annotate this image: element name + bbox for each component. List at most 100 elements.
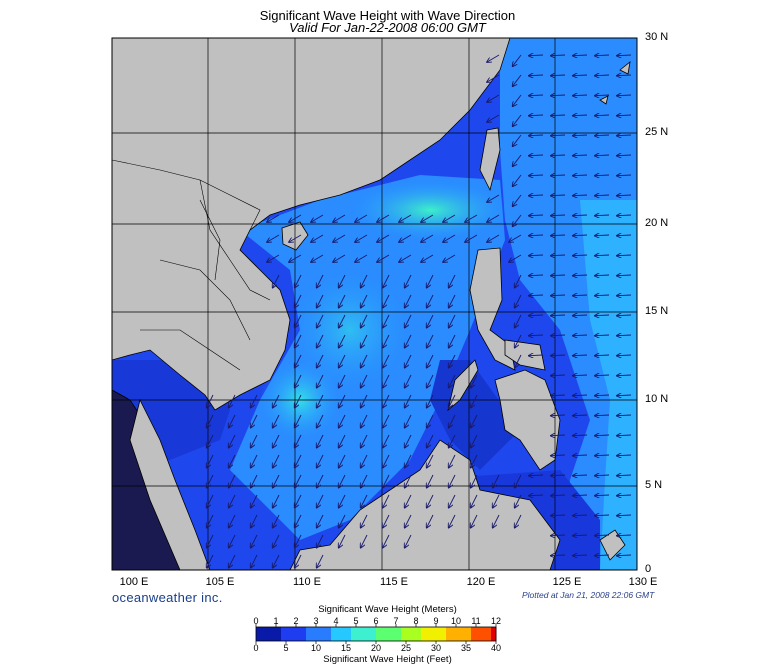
- wave-direction-arrow: [551, 535, 566, 536]
- wave-direction-arrow: [573, 215, 588, 216]
- colorbar-title-meters: Significant Wave Height (Meters): [318, 604, 457, 615]
- colorbar-swatch: [301, 627, 307, 641]
- wave-direction-arrow: [273, 534, 280, 548]
- wave-direction-arrow: [509, 254, 522, 262]
- country-borders: [112, 159, 271, 371]
- wave-direction-arrow: [487, 214, 500, 222]
- wave-direction-arrow: [551, 295, 566, 296]
- wave-direction-arrow: [617, 515, 632, 516]
- wave-direction-arrow: [383, 274, 390, 288]
- map-frame: [111, 37, 638, 571]
- wave-direction-arrow: [617, 315, 632, 316]
- wave-direction-arrow: [361, 354, 368, 368]
- colorbar-swatch: [366, 627, 372, 641]
- wave-direction-arrow: [449, 494, 456, 508]
- wave-direction-arrow: [427, 454, 434, 468]
- wave-direction-arrow: [573, 475, 588, 476]
- wave-direction-arrow: [595, 335, 610, 336]
- wave-direction-arrow: [383, 434, 390, 448]
- wave-direction-arrow: [361, 334, 368, 348]
- wave-direction-arrow: [595, 95, 610, 96]
- colorbar-label-meters: 12: [490, 616, 501, 626]
- wave-direction-arrow: [595, 175, 610, 176]
- wave-direction-arrow: [405, 454, 412, 468]
- colorbar-label-meters: 6: [373, 616, 379, 626]
- wave-direction-arrow: [273, 274, 280, 288]
- colorbar-label-feet: 40: [490, 643, 501, 653]
- wave-direction-arrow: [421, 214, 434, 222]
- wave-direction-arrow: [361, 274, 368, 288]
- wave-direction-arrow: [405, 474, 412, 488]
- wave-direction-arrow: [405, 514, 412, 528]
- brand-logo-text: oceanweather inc.: [112, 590, 223, 605]
- wave-direction-arrow: [317, 414, 324, 428]
- wave-direction-arrow: [573, 115, 588, 116]
- wave-direction-arrow: [595, 235, 610, 236]
- wave-direction-arrow: [573, 295, 588, 296]
- wave-direction-arrow: [551, 215, 566, 216]
- wave-direction-arrow: [251, 414, 258, 428]
- wave-direction-arrow: [471, 374, 478, 388]
- lon-label-130e: 130 E: [628, 576, 658, 588]
- colorbar-swatch: [336, 627, 342, 641]
- colorbar-label-meters: 5: [353, 616, 359, 626]
- wave-direction-arrow: [295, 354, 302, 368]
- wave-direction-arrow: [617, 135, 632, 136]
- wave-direction-arrow: [421, 234, 434, 242]
- wave-direction-arrow: [487, 194, 500, 202]
- colorbar-swatch: [461, 627, 467, 641]
- wave-direction-arrow: [229, 534, 236, 548]
- wave-direction-arrow: [595, 375, 610, 376]
- wave-direction-arrow: [617, 175, 632, 176]
- wave-direction-arrow: [529, 175, 544, 176]
- colorbar-swatch: [386, 627, 392, 641]
- wave-direction-arrow: [449, 334, 456, 348]
- wave-direction-arrow: [471, 514, 478, 528]
- wave-direction-arrow: [529, 255, 544, 256]
- wave-direction-arrow: [383, 514, 390, 528]
- colorbar-swatch: [481, 627, 487, 641]
- wave-direction-arrow: [361, 414, 368, 428]
- wave-direction-arrow: [377, 234, 390, 242]
- wave-direction-arrow: [361, 374, 368, 388]
- colorbar-label-meters: 0: [253, 616, 259, 626]
- colorbar-label-feet: 35: [460, 643, 471, 653]
- wave-direction-arrow: [399, 234, 412, 242]
- wave-direction-arrow: [551, 355, 566, 356]
- wave-direction-arrow: [339, 494, 346, 508]
- wave-direction-arrow: [595, 135, 610, 136]
- wave-direction-arrow: [513, 134, 522, 146]
- wave-direction-arrow: [339, 474, 346, 488]
- wave-direction-arrow: [339, 354, 346, 368]
- wave-direction-arrow: [273, 434, 280, 448]
- wave-direction-arrow: [573, 355, 588, 356]
- wave-direction-arrow: [267, 214, 280, 222]
- lat-label-30n: 30 N: [645, 31, 669, 43]
- wave-direction-arrow: [317, 454, 324, 468]
- colorbar-swatch: [451, 627, 457, 641]
- wave-direction-arrow: [529, 495, 544, 496]
- colorbar-swatch: [316, 627, 322, 641]
- wave-direction-arrow: [595, 75, 610, 76]
- colorbar-label-meters: 7: [393, 616, 399, 626]
- wave-direction-arrow: [515, 294, 522, 308]
- colorbar-swatch: [311, 627, 317, 641]
- wave-direction-arrow: [405, 394, 412, 408]
- wave-direction-arrow: [207, 554, 214, 568]
- wave-direction-arrow: [251, 454, 258, 468]
- wave-direction-arrow: [493, 494, 500, 508]
- wave-direction-arrow: [573, 455, 588, 456]
- wave-direction-arrow: [251, 534, 258, 548]
- wave-direction-arrow: [573, 315, 588, 316]
- wave-direction-arrow: [617, 415, 632, 416]
- wave-direction-arrow: [317, 314, 324, 328]
- wave-direction-arrow: [251, 494, 258, 508]
- wave-direction-arrow: [317, 534, 324, 548]
- wave-direction-arrow: [595, 355, 610, 356]
- colorbar-swatch: [396, 627, 402, 641]
- colorbar-label-meters: 8: [413, 616, 419, 626]
- wave-direction-arrow: [427, 394, 434, 408]
- colorbar-swatch: [421, 627, 427, 641]
- wave-direction-arrow: [449, 434, 456, 448]
- wave-direction-arrow: [617, 495, 632, 496]
